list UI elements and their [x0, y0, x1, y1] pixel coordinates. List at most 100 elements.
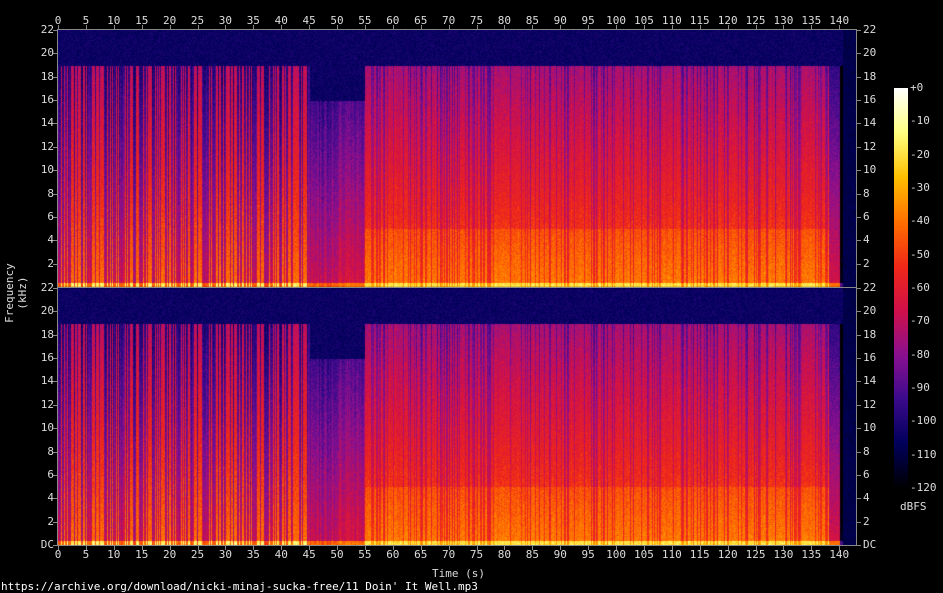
tick-mark: [337, 546, 338, 550]
tick-mark: [857, 545, 861, 546]
tick-mark: [86, 25, 87, 29]
y-tick-label-right: 10: [863, 421, 877, 435]
tick-mark: [114, 25, 115, 29]
y-tick-label-left: 10: [40, 163, 54, 177]
tick-mark: [857, 30, 861, 31]
tick-mark: [857, 217, 861, 218]
y-tick-label-right: 8: [863, 186, 870, 200]
tick-mark: [756, 546, 757, 550]
tick-mark: [588, 546, 589, 550]
tick-mark: [857, 475, 861, 476]
y-tick-label-right: 6: [863, 209, 870, 223]
tick-mark: [225, 25, 226, 29]
tick-mark: [857, 428, 861, 429]
y-tick-label-left: 8: [47, 186, 54, 200]
y-tick-label-left: 8: [47, 444, 54, 458]
y-tick-label-left: 12: [40, 139, 54, 153]
colorbar-tick-label: -100: [910, 414, 937, 428]
y-tick-label-left: 4: [47, 233, 54, 247]
tick-mark: [504, 25, 505, 29]
tick-mark: [53, 288, 57, 289]
y-tick-label-right: 14: [863, 374, 877, 388]
tick-mark: [857, 240, 861, 241]
y-tick-label-right: 16: [863, 93, 877, 107]
x-tick-label-bottom: 100: [606, 548, 626, 561]
tick-mark: [449, 25, 450, 29]
tick-mark: [783, 25, 784, 29]
tick-mark: [857, 288, 861, 289]
y-tick-label-right: 4: [863, 491, 870, 505]
y-tick-label-left: 6: [47, 467, 54, 481]
tick-mark: [170, 546, 171, 550]
x-tick-label-top: 110: [661, 14, 682, 27]
x-tick-label-top: 85: [525, 14, 539, 27]
colorbar: [894, 88, 908, 488]
colorbar-tick-label: -120: [910, 481, 937, 494]
tick-mark: [616, 25, 617, 29]
tick-mark: [53, 217, 57, 218]
tick-mark: [728, 25, 729, 29]
tick-mark: [170, 25, 171, 29]
x-tick-label-bottom: 110: [661, 548, 682, 561]
tick-mark: [857, 335, 861, 336]
tick-mark: [86, 546, 87, 550]
y-tick-label-right: 12: [863, 139, 877, 153]
tick-mark: [53, 545, 57, 546]
tick-mark: [477, 25, 478, 29]
tick-mark: [53, 498, 57, 499]
tick-mark: [53, 311, 57, 312]
spectrogram-plot: [58, 30, 856, 545]
y-tick-label-right: DC: [863, 538, 877, 551]
x-tick-label-bottom: 140: [829, 548, 850, 561]
tick-mark: [560, 546, 561, 550]
tick-mark: [857, 100, 861, 101]
tick-mark: [728, 546, 729, 550]
tick-mark: [198, 546, 199, 550]
tick-mark: [811, 25, 812, 29]
colorbar-tick-label: -40: [910, 214, 930, 228]
x-tick-label-top: 55: [358, 14, 372, 27]
tick-mark: [477, 546, 478, 550]
tick-mark: [560, 25, 561, 29]
x-tick-label-top: 120: [717, 14, 738, 27]
tick-mark: [53, 77, 57, 78]
tick-mark: [53, 264, 57, 265]
tick-mark: [672, 546, 673, 550]
tick-mark: [53, 100, 57, 101]
colorbar-tick-label: -80: [910, 347, 930, 361]
x-tick-label-bottom: 15: [135, 548, 149, 561]
x-tick-label-top: 10: [107, 14, 121, 27]
tick-mark: [857, 194, 861, 195]
tick-mark: [53, 381, 57, 382]
tick-mark: [53, 147, 57, 148]
x-tick-label-top: 30: [218, 14, 233, 27]
x-tick-label-bottom: 20: [162, 548, 177, 561]
tick-mark: [700, 25, 701, 29]
x-tick-label-bottom: 115: [689, 548, 710, 561]
y-tick-label-left: DC: [40, 538, 54, 551]
x-tick-label-top: 105: [634, 14, 654, 27]
x-tick-label-top: 40: [274, 14, 288, 27]
tick-mark: [53, 30, 57, 31]
x-tick-label-bottom: 85: [525, 548, 539, 561]
colorbar-tick-label: -70: [910, 314, 930, 328]
y-tick-label-left: 16: [40, 93, 54, 107]
colorbar-tick-label: +0: [910, 81, 924, 94]
tick-mark: [857, 53, 861, 54]
x-tick-label-bottom: 65: [414, 548, 428, 561]
y-tick-label-right: 20: [863, 46, 877, 60]
colorbar-tick-label: -10: [910, 114, 930, 128]
y-tick-label-left: 2: [47, 256, 54, 270]
tick-mark: [857, 498, 861, 499]
y-tick-label-left: 4: [47, 491, 54, 505]
x-tick-label-bottom: 60: [386, 548, 400, 561]
x-tick-label-top: 135: [801, 14, 822, 27]
tick-mark: [53, 475, 57, 476]
x-tick-label-bottom: 40: [274, 548, 288, 561]
y-axis-label: Frequency (kHz): [3, 263, 29, 323]
y-tick-label-right: 8: [863, 444, 870, 458]
tick-mark: [857, 77, 861, 78]
x-tick-label-bottom: 25: [190, 548, 205, 561]
x-axis-label: Time (s): [432, 567, 485, 580]
x-tick-label-bottom: 90: [553, 548, 567, 561]
